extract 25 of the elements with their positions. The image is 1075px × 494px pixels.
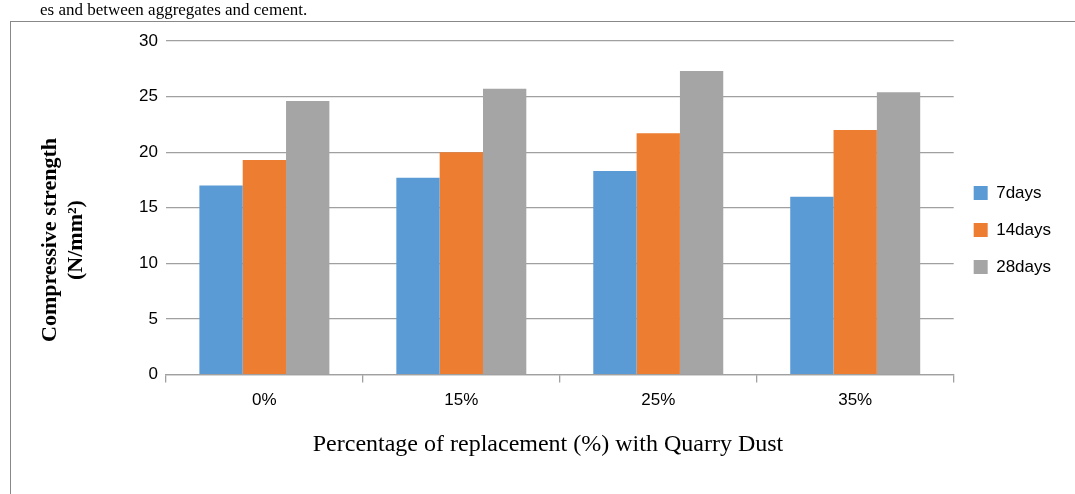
x-tick-label: 35%: [838, 390, 873, 410]
y-tick-label: 0: [148, 364, 158, 384]
bar: [593, 171, 637, 374]
legend-label: 28days: [996, 256, 1052, 276]
bar: [199, 185, 243, 374]
y-tick-label: 10: [138, 253, 158, 273]
x-axis-title: Percentage of replacement (%) with Quarry Dust: [311, 430, 785, 457]
y-tick-label: 5: [148, 308, 158, 328]
bar: [790, 196, 834, 374]
bar: [439, 152, 483, 374]
y-tick-label: 30: [138, 30, 158, 50]
x-tick-label: 15%: [444, 390, 479, 410]
text: es and between aggregates and cement.: [40, 0, 308, 19]
x-tick-label: 25%: [641, 390, 676, 410]
y-tick-label: 20: [138, 141, 158, 161]
y-tick-label: 25: [138, 86, 158, 106]
bar: [833, 129, 877, 374]
y-axis-title: Compressive strength (N/mm²): [36, 138, 88, 342]
bar: [396, 177, 440, 374]
legend-label: 7days: [996, 182, 1042, 202]
x-tick-label: 0%: [252, 390, 277, 410]
legend-label: 14days: [996, 219, 1052, 239]
bar: [242, 159, 287, 374]
bar: [636, 133, 680, 374]
y-tick-label: 15: [138, 197, 158, 217]
